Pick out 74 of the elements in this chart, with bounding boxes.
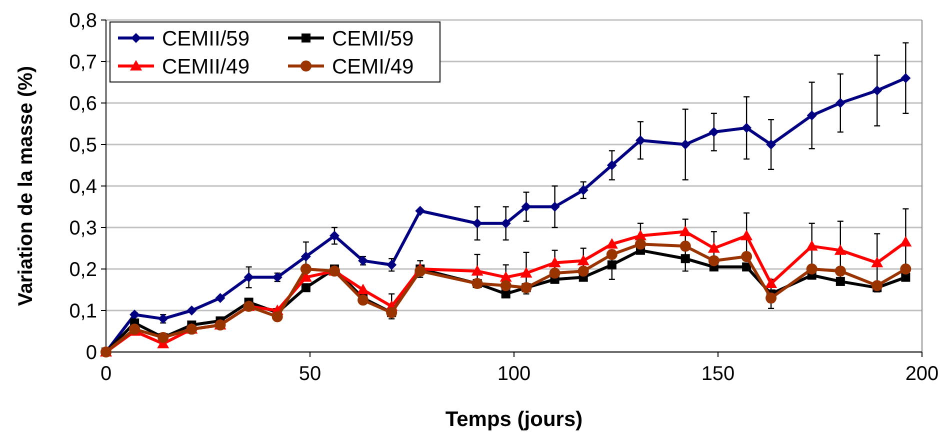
point	[765, 278, 778, 288]
point	[835, 98, 846, 108]
x-tick-label: 100	[497, 363, 531, 385]
point	[300, 252, 311, 262]
point	[836, 276, 845, 286]
y-tick-label: 0,2	[69, 259, 97, 281]
point	[578, 185, 588, 196]
x-axis-title: Temps (jours)	[445, 408, 583, 431]
x-tick-label: 50	[298, 363, 322, 385]
point	[521, 202, 532, 212]
point	[244, 272, 254, 282]
point	[500, 280, 512, 292]
point	[301, 283, 310, 292]
point	[520, 267, 532, 278]
point	[635, 135, 646, 146]
point	[329, 230, 340, 241]
y-tick-label: 0,8	[69, 10, 97, 32]
y-tick-label: 0,5	[69, 134, 97, 156]
y-tick-label: 0,6	[69, 93, 97, 115]
point	[708, 242, 720, 253]
point	[578, 266, 589, 277]
point	[742, 122, 752, 133]
point	[577, 254, 590, 266]
point	[472, 218, 482, 228]
point	[215, 293, 226, 304]
point	[740, 230, 753, 240]
x-tick-label: 150	[701, 363, 735, 385]
point	[806, 110, 817, 120]
point	[415, 206, 426, 216]
point	[549, 268, 560, 279]
y-tick-label: 0,4	[69, 176, 97, 198]
point	[607, 260, 616, 270]
point	[741, 251, 752, 262]
x-tick-label: 0	[100, 363, 112, 385]
point	[680, 140, 690, 150]
point	[806, 240, 818, 251]
point	[900, 73, 911, 84]
point	[548, 256, 561, 268]
point	[471, 265, 484, 276]
point	[606, 238, 618, 249]
point	[871, 256, 884, 268]
point	[900, 264, 912, 274]
point	[708, 255, 720, 266]
point	[130, 310, 140, 320]
point	[680, 254, 690, 264]
y-axis-title: Variation de la masse (%)	[15, 66, 37, 306]
legend-label: CEMI/59	[332, 27, 414, 50]
point	[500, 218, 511, 228]
point	[634, 238, 646, 250]
point	[742, 262, 752, 272]
legend-label: CEMII/59	[162, 27, 250, 50]
point	[872, 86, 882, 96]
point	[834, 266, 846, 277]
point	[386, 260, 397, 270]
point	[806, 264, 818, 274]
y-tick-label: 0,1	[69, 300, 97, 322]
point	[550, 202, 560, 212]
point	[766, 292, 777, 304]
point	[834, 244, 846, 255]
point	[300, 264, 312, 274]
point	[186, 306, 197, 316]
point	[357, 284, 370, 294]
legend-label: CEMI/49	[332, 55, 414, 78]
point	[680, 240, 691, 252]
point	[766, 140, 776, 150]
point	[679, 226, 692, 236]
legend-label: CEMII/49	[162, 55, 250, 78]
point	[272, 311, 283, 322]
point	[708, 127, 719, 138]
y-tick-label: 0	[86, 342, 97, 364]
y-tick-label: 0,7	[69, 52, 97, 74]
point	[606, 160, 617, 170]
y-tick-label: 0,3	[69, 218, 97, 240]
x-tick-label: 200	[905, 363, 939, 385]
